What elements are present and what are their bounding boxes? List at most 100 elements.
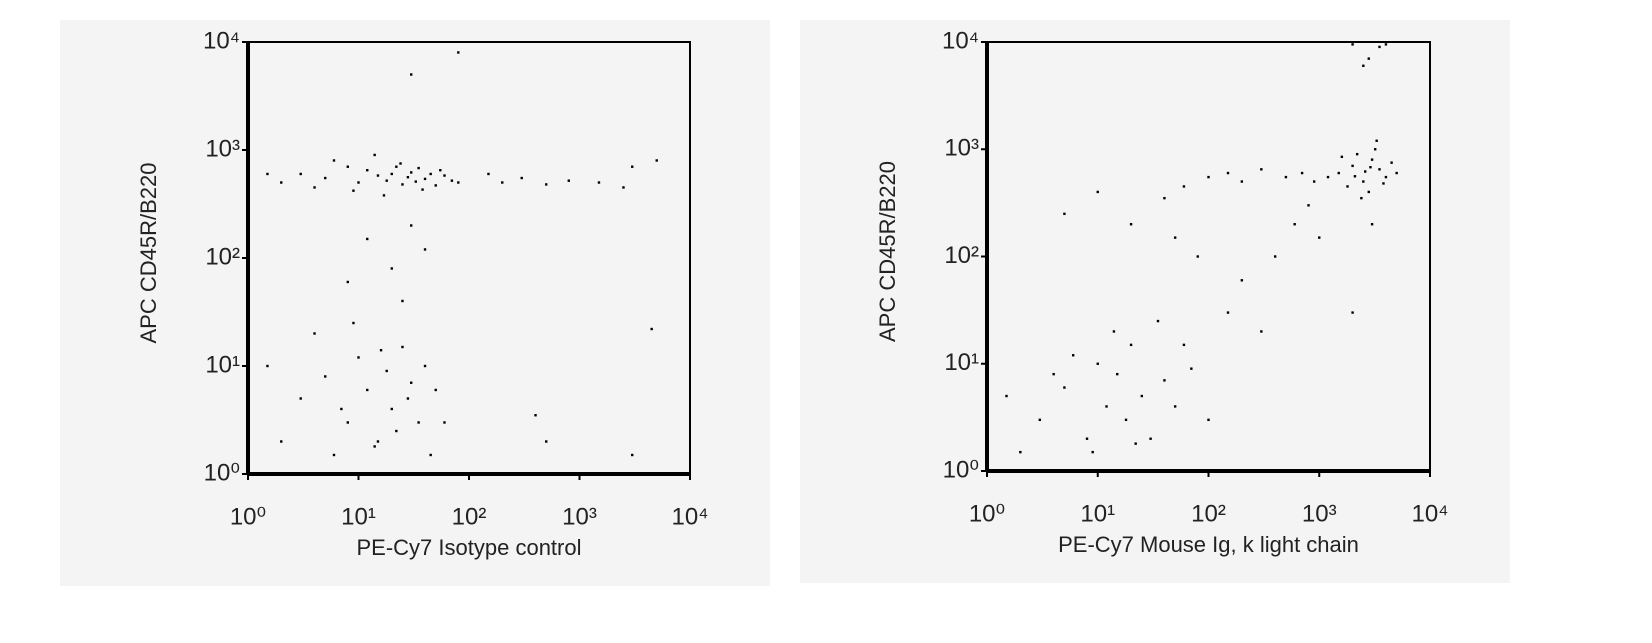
event-dot (1390, 161, 1393, 164)
event-dot (346, 165, 349, 168)
x-tick-label: 10⁴ (671, 503, 708, 530)
event-dot (1240, 180, 1244, 183)
event-dot (1362, 64, 1365, 67)
event-dot (1134, 442, 1137, 445)
event-dot (1346, 185, 1349, 188)
event-dot (1163, 196, 1166, 200)
y-tick-label: 10⁰ (204, 459, 240, 486)
event-dot (357, 356, 360, 359)
event-dot (1163, 379, 1166, 382)
x-axis-label: PE-Cy7 Isotype control (357, 535, 582, 560)
x-tick-label: 10⁴ (1411, 500, 1448, 527)
event-dot (423, 177, 427, 181)
event-dot (382, 194, 386, 197)
event-dot (631, 453, 634, 457)
event-dot (434, 388, 437, 392)
event-dot (313, 186, 316, 189)
event-dot (313, 332, 316, 335)
y-tick-label: 10¹ (944, 349, 979, 376)
event-dot (299, 172, 302, 176)
event-dot (1112, 330, 1116, 333)
event-dot (1362, 180, 1365, 183)
event-dot (1370, 223, 1374, 226)
x-tick-label: 10³ (1302, 500, 1337, 527)
event-dot (1156, 319, 1160, 323)
event-dot (429, 453, 432, 457)
event-dot (1360, 196, 1363, 200)
event-dot (401, 183, 404, 186)
event-dot (401, 345, 404, 349)
event-dot (395, 165, 398, 168)
event-dot (622, 186, 625, 189)
event-dot (631, 165, 634, 168)
event-dot (390, 267, 393, 270)
event-dot (1369, 166, 1372, 169)
event-dot (346, 280, 349, 284)
event-dot (401, 299, 404, 303)
event-dot (457, 51, 460, 54)
event-dot (1071, 354, 1075, 357)
event-dot (395, 429, 398, 433)
event-dot (410, 73, 413, 76)
event-dot (1364, 170, 1367, 173)
event-dot (1182, 343, 1186, 347)
plot-area (986, 41, 1431, 472)
event-dot (280, 440, 283, 443)
event-dot (1351, 311, 1354, 314)
event-dot (434, 184, 437, 187)
event-dot (1353, 175, 1357, 178)
event-dot (1260, 168, 1263, 171)
event-dot (1116, 372, 1119, 376)
event-dot (1351, 164, 1354, 168)
event-dot (1063, 386, 1066, 389)
event-dot (406, 397, 410, 400)
event-dot (1038, 418, 1042, 422)
event-dot (346, 421, 349, 424)
event-dot (390, 172, 393, 176)
event-dot (324, 176, 327, 180)
event-dot (1091, 450, 1094, 454)
event-dot (1378, 168, 1381, 171)
event-dot (655, 159, 658, 162)
event-dot (1129, 343, 1133, 347)
event-dot (1337, 171, 1340, 175)
event-dot (406, 175, 410, 179)
event-dot (1052, 372, 1055, 376)
event-dot (597, 181, 601, 184)
event-dot (1260, 330, 1263, 333)
event-dot (439, 169, 442, 172)
event-dot (1063, 212, 1066, 216)
event-dot (1370, 158, 1374, 161)
event-dot (1307, 204, 1310, 207)
x-tick-label: 10⁰ (230, 503, 266, 530)
y-tick-label: 10³ (205, 135, 240, 162)
event-dot (1149, 437, 1152, 440)
event-dot (417, 166, 420, 170)
event-dot (1351, 43, 1354, 46)
event-dot (1096, 362, 1099, 365)
event-dot (332, 453, 336, 457)
event-dot (352, 321, 355, 325)
event-dot (410, 171, 413, 174)
event-dot (1226, 311, 1230, 314)
event-dot (1375, 139, 1378, 142)
event-dot (1312, 180, 1316, 183)
event-dot (423, 364, 427, 368)
y-tick-label: 10¹ (205, 351, 240, 378)
event-dot (545, 440, 548, 443)
event-dot (373, 445, 376, 448)
event-dot (1019, 450, 1022, 454)
event-dot (457, 181, 460, 184)
event-dot (1173, 236, 1177, 239)
event-dot (414, 180, 417, 183)
event-dot (1384, 175, 1388, 179)
event-dot (520, 176, 523, 180)
x-tick-label: 10² (452, 503, 487, 530)
y-axis-label: APC CD45R/B220 (136, 163, 161, 344)
event-dot (1340, 155, 1344, 159)
y-tick-label: 10⁰ (943, 456, 979, 483)
event-dot (1395, 171, 1398, 175)
x-tick-label: 10² (1191, 500, 1226, 527)
event-dot (1129, 223, 1133, 226)
event-dot (417, 421, 420, 424)
